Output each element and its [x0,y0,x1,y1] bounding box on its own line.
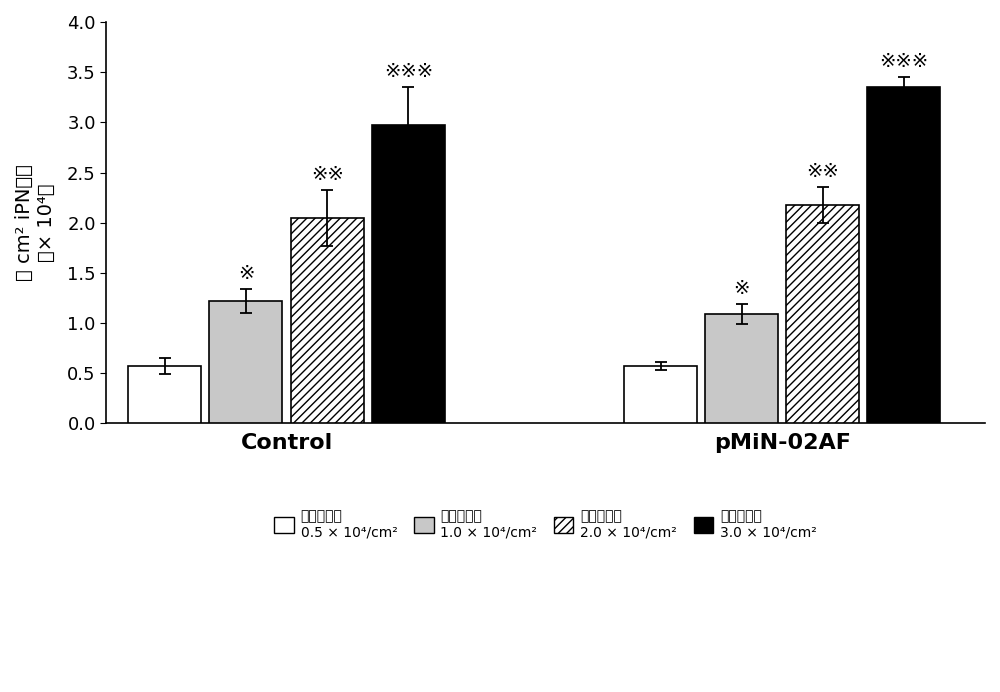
Y-axis label: 每 cm² iPN数量
（× 10⁴）: 每 cm² iPN数量 （× 10⁴） [15,164,56,281]
Legend: 接种密度：
0.5 × 10⁴/cm², 接种密度：
1.0 × 10⁴/cm², 接种密度：
2.0 × 10⁴/cm², 接种密度：
3.0 × 10⁴/c: 接种密度： 0.5 × 10⁴/cm², 接种密度： 1.0 × 10⁴/cm²… [269,504,823,545]
Text: ※: ※ [733,279,750,298]
Text: ※※: ※※ [806,162,839,181]
Bar [705,314,778,424]
Bar [209,301,282,424]
Text: ※: ※ [238,264,254,283]
Bar [786,205,859,424]
Bar [624,366,697,424]
Bar [128,366,201,424]
Text: ※※: ※※ [311,165,343,183]
Bar [867,87,940,424]
Bar [291,218,364,424]
Text: ※※※: ※※※ [384,62,433,81]
Text: ※※※: ※※※ [879,52,928,71]
Bar [372,125,445,424]
